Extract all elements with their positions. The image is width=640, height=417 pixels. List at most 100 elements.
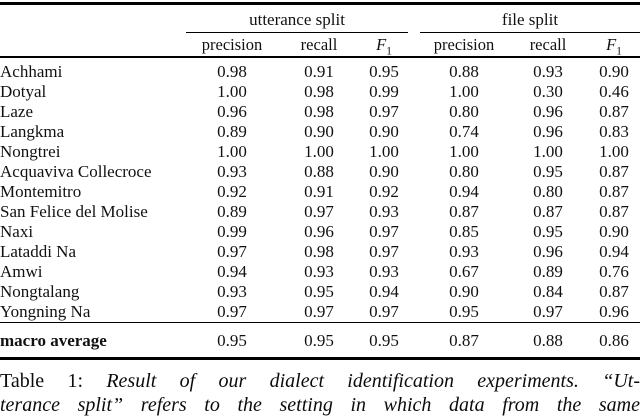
- metric-cell: 0.89: [533, 262, 563, 281]
- metric-cell: 0.97: [217, 302, 247, 321]
- col-header-precision-utterance: precision: [186, 32, 278, 58]
- metric-cell: 0.88: [449, 62, 479, 81]
- metric-cell: 0.96: [599, 302, 629, 321]
- metric-cell: 0.93: [217, 162, 247, 181]
- f1-base: F: [376, 34, 387, 54]
- metric-cell: 1.00: [449, 82, 479, 101]
- metric-cell: 1.00: [304, 142, 334, 161]
- f1-subscript: 1: [386, 44, 392, 57]
- metric-cell: 0.98: [304, 82, 334, 101]
- metric-cell: 0.87: [599, 282, 629, 301]
- caption-line-1: Table 1: Result of our dialect identific…: [0, 369, 640, 393]
- column-spacer: [408, 242, 420, 262]
- metric-cell: 0.91: [304, 182, 334, 201]
- f1-subscript: 1: [616, 44, 622, 57]
- table-caption: Table 1: Result of our dialect identific…: [0, 369, 640, 417]
- metric-cell: 0.97: [217, 242, 247, 261]
- subheader-row: precision recall F1 precision recall F1: [0, 32, 640, 58]
- metric-cell: 0.87: [599, 202, 629, 221]
- f1-label: F1: [376, 34, 392, 57]
- metric-cell: 0.97: [369, 302, 399, 321]
- caption-text-line-1: Result of our dialect identification exp…: [106, 370, 640, 392]
- dialect-name-cell: Lataddi Na: [0, 242, 76, 261]
- metric-cell: 0.98: [304, 242, 334, 261]
- metric-cell: 0.93: [533, 62, 563, 81]
- metric-cell: 0.87: [599, 162, 629, 181]
- column-spacer: [408, 322, 421, 360]
- dialect-name-cell: Amwi: [0, 262, 43, 281]
- dialect-name-cell: Naxi: [0, 222, 34, 241]
- metric-cell: 1.00: [217, 142, 247, 161]
- column-spacer: [408, 222, 420, 242]
- metric-cell: 0.94: [449, 182, 479, 201]
- metric-cell: 0.95: [533, 222, 563, 241]
- metric-cell: 0.87: [420, 322, 509, 360]
- group-header-file-split: file split: [420, 3, 640, 33]
- metric-cell: 0.87: [599, 182, 629, 201]
- column-spacer: [408, 302, 420, 323]
- dialect-name-cell: Nongtalang: [0, 282, 80, 301]
- metric-cell: 0.99: [369, 82, 399, 101]
- metric-cell: 0.67: [449, 262, 479, 281]
- metric-cell: 0.94: [599, 242, 629, 261]
- metric-cell: 0.88: [304, 162, 334, 181]
- metric-cell: 0.97: [369, 242, 399, 261]
- dialect-name-cell: Nongtrei: [0, 142, 61, 161]
- metric-cell: 0.96: [304, 222, 334, 241]
- metric-cell: 0.97: [304, 302, 334, 321]
- metric-cell: 0.96: [533, 122, 563, 141]
- f1-label: F1: [606, 34, 622, 57]
- dialect-name-cell: San Felice del Molise: [0, 202, 148, 221]
- metric-cell: 0.93: [449, 242, 479, 261]
- metric-cell: 1.00: [369, 142, 399, 161]
- metric-cell: 0.99: [217, 222, 247, 241]
- metric-cell: 0.84: [533, 282, 563, 301]
- caption-line-2: terance split” refers to the setting in …: [0, 394, 640, 416]
- table-row: Yongning Na 0.97 0.97 0.97 0.95 0.97 0.9…: [0, 302, 640, 323]
- table-row: Nongtrei 1.00 1.00 1.00 1.00 1.00 1.00: [0, 142, 640, 162]
- metric-cell: 0.87: [449, 202, 479, 221]
- col-header-f1-file: F1: [588, 32, 640, 58]
- metric-cell: 0.95: [369, 62, 399, 81]
- metric-cell: 0.95: [360, 322, 409, 360]
- macro-average-row: macro average 0.95 0.95 0.95 0.87 0.88 0…: [0, 322, 640, 360]
- metric-cell: 0.97: [533, 302, 563, 321]
- metric-cell: 0.94: [369, 282, 399, 301]
- table-row: Naxi 0.99 0.96 0.97 0.85 0.95 0.90: [0, 222, 640, 242]
- metric-cell: 0.89: [217, 122, 247, 141]
- metric-cell: 0.85: [449, 222, 479, 241]
- table-row: Acquaviva Collecroce 0.93 0.88 0.90 0.80…: [0, 162, 640, 182]
- metric-cell: 0.95: [449, 302, 479, 321]
- metric-cell: 0.90: [599, 222, 629, 241]
- column-spacer: [408, 142, 420, 162]
- dialect-name-cell: Acquaviva Collecroce: [0, 162, 152, 181]
- f1-base: F: [606, 34, 617, 54]
- metric-cell: 0.97: [369, 222, 399, 241]
- metric-cell: 0.93: [217, 282, 247, 301]
- metric-cell: 0.95: [278, 322, 360, 360]
- header-spacer-cell: [0, 4, 186, 33]
- table-row: Amwi 0.94 0.93 0.93 0.67 0.89 0.76: [0, 262, 640, 282]
- metric-cell: 0.95: [533, 162, 563, 181]
- col-header-precision-file: precision: [420, 32, 509, 58]
- group-header-row: utterance split file split: [0, 3, 640, 33]
- metric-cell: 0.80: [449, 162, 479, 181]
- metric-cell: 0.83: [599, 122, 629, 141]
- col-header-recall-file: recall: [508, 32, 589, 58]
- column-spacer: [408, 262, 420, 282]
- metric-cell: 0.97: [304, 202, 334, 221]
- metric-cell: 1.00: [533, 142, 563, 161]
- table-row: Laze 0.96 0.98 0.97 0.80 0.96 0.87: [0, 102, 640, 122]
- col-header-recall-utterance: recall: [278, 32, 360, 58]
- column-spacer: [408, 202, 420, 222]
- table-row: Langkma 0.89 0.90 0.90 0.74 0.96 0.83: [0, 122, 640, 142]
- metric-cell: 0.46: [599, 82, 629, 101]
- table-row: San Felice del Molise 0.89 0.97 0.93 0.8…: [0, 202, 640, 222]
- metric-cell: 0.30: [533, 82, 563, 101]
- metric-cell: 0.95: [304, 282, 334, 301]
- macro-average-label: macro average: [0, 322, 186, 360]
- metric-cell: 0.96: [533, 102, 563, 121]
- metric-cell: 0.98: [217, 62, 247, 81]
- metric-cell: 0.86: [588, 322, 640, 360]
- metric-cell: 0.90: [599, 62, 629, 81]
